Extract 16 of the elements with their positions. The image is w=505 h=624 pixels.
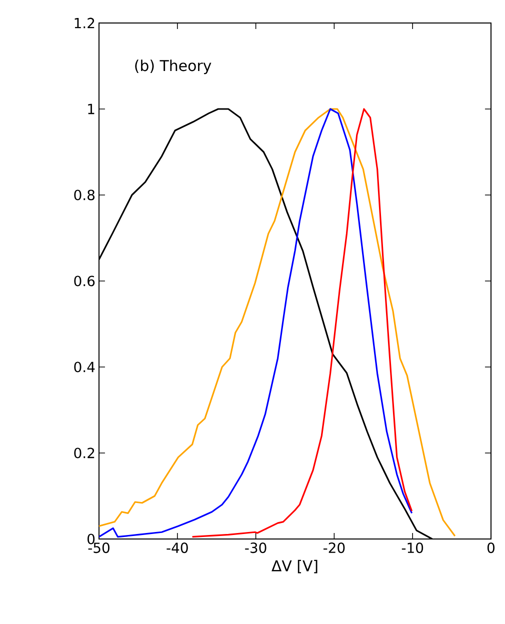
x-tick-label: -30 xyxy=(245,542,266,554)
x-tick-label: -50 xyxy=(88,542,110,554)
y-tick-label: 1.2 xyxy=(74,18,94,28)
y-tick-label: 1 xyxy=(88,104,94,114)
x-tick-label: -20 xyxy=(323,542,345,554)
y-tick-label: 0 xyxy=(88,534,95,544)
x-tick-label: -40 xyxy=(166,542,188,554)
x-axis-title: ΔV [V] xyxy=(272,560,318,574)
y-tick-label: 0.6 xyxy=(74,276,95,286)
x-tick-label: 0 xyxy=(487,542,495,554)
x-tick-label: -10 xyxy=(402,542,424,554)
annotation: (b) Theory xyxy=(135,60,212,74)
y-tick-label: 0.2 xyxy=(74,448,94,458)
y-tick-label: 0.8 xyxy=(74,190,95,200)
y-tick-label: 0.4 xyxy=(74,362,95,372)
line-series xyxy=(191,108,413,538)
